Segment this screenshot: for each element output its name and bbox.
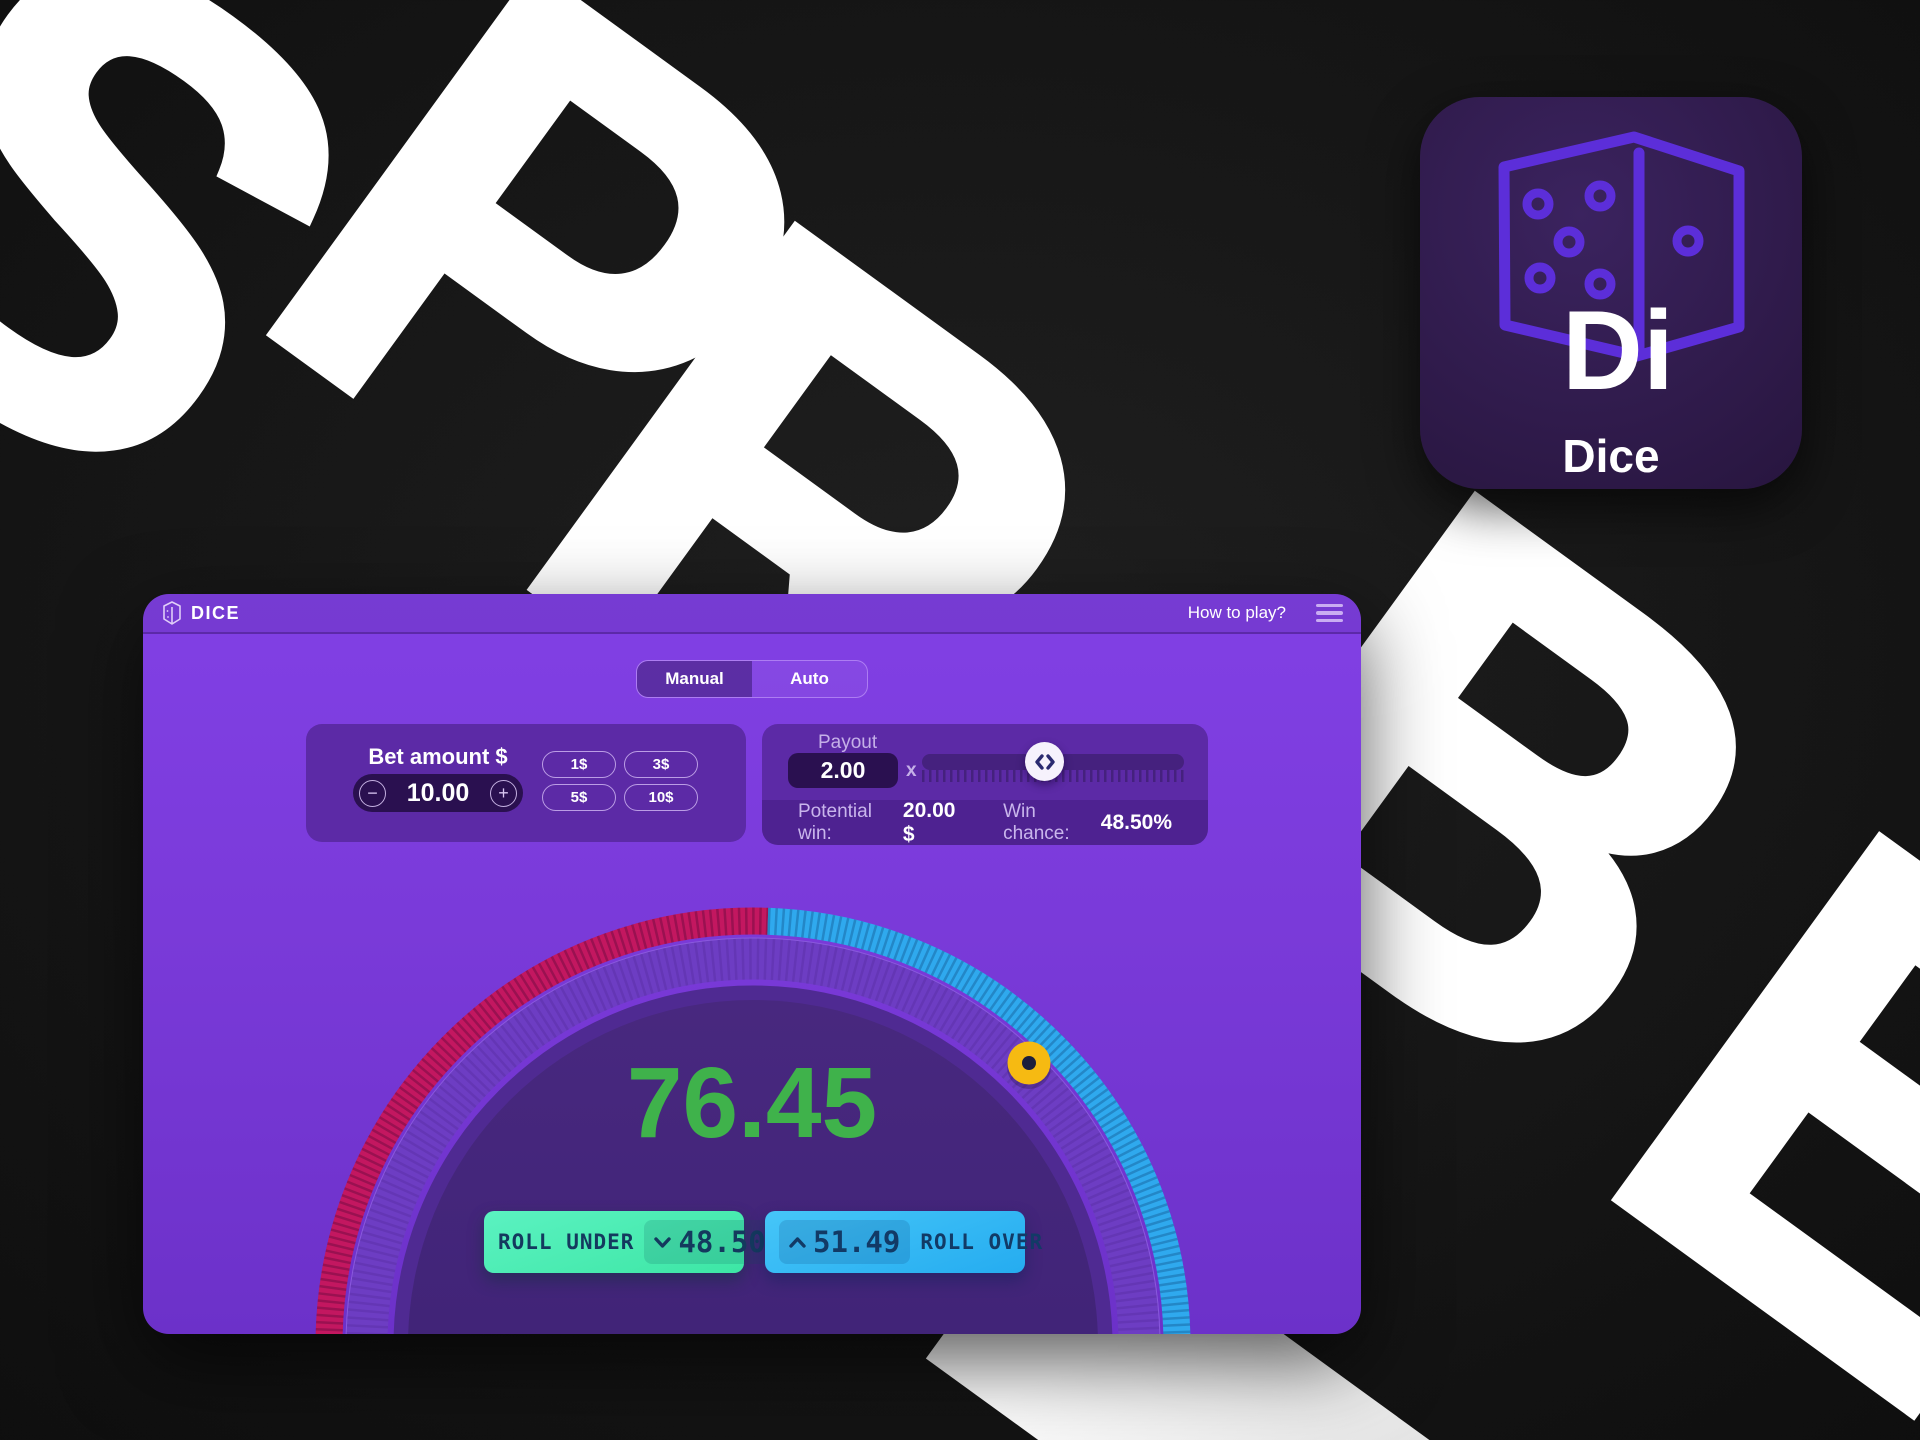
chip-10[interactable]: 10$: [624, 784, 698, 811]
bet-decrease-button[interactable]: −: [359, 779, 386, 807]
potential-win-label: Potential win:: [798, 800, 872, 844]
dice-logo-icon: [163, 601, 181, 625]
multiplier-sign: x: [906, 760, 917, 781]
dice-cube-icon: [1498, 131, 1745, 362]
roll-over-value-box[interactable]: 51.49: [779, 1220, 911, 1264]
bet-panel: Bet amount $ − 10.00 + 1$ 3$ 5$ 10$: [306, 724, 746, 842]
chevron-up-icon: [789, 1236, 806, 1248]
mode-tabs: Manual Auto: [636, 660, 868, 698]
window-header: DICE How to play?: [143, 594, 1361, 634]
chip-5[interactable]: 5$: [542, 784, 616, 811]
payout-slider-thumb[interactable]: [1025, 742, 1064, 781]
bet-amount-label: Bet amount $: [368, 744, 508, 769]
gauge-arc-over-texture: [767, 907, 1191, 1334]
potential-win-value: 20.00 $: [902, 798, 956, 846]
result-marker-dot: [1022, 1056, 1036, 1070]
page-title: DICE: [191, 602, 241, 623]
payout-input[interactable]: 2.00: [788, 753, 898, 788]
roll-result: 76.45: [626, 1047, 878, 1159]
roll-under-value-box[interactable]: 48.50: [644, 1220, 776, 1264]
roll-under-value: 48.50: [678, 1225, 766, 1259]
quick-bet-chips: 1$ 3$ 5$ 10$: [542, 751, 698, 811]
payout-info-strip: Potential win: 20.00 $ Win chance: 48.50…: [762, 798, 1208, 846]
roll-under-button[interactable]: ROLL UNDER 48.50: [484, 1211, 776, 1273]
chevron-down-icon: [654, 1236, 672, 1248]
bet-increase-button[interactable]: +: [490, 779, 517, 807]
dice-game-window: DICE How to play? Manual Auto Bet amount…: [143, 594, 1361, 1334]
dice-app-icon: Di Dice: [1420, 97, 1802, 489]
how-to-play-link[interactable]: How to play?: [1187, 603, 1286, 622]
roll-over-value: 51.49: [813, 1225, 901, 1259]
gauge-band: [346, 938, 1160, 1334]
menu-icon[interactable]: [1316, 603, 1343, 623]
roll-over-label: ROLL OVER: [920, 1230, 1044, 1254]
roll-under-label: ROLL UNDER: [498, 1230, 635, 1254]
payout-label: Payout: [818, 732, 878, 753]
app-icon-monogram: Di: [1562, 288, 1674, 413]
win-chance-label: Win chance:: [1003, 800, 1070, 844]
payout-panel: Payout 2.00 x Potential win: 20.00 $ Win…: [762, 724, 1208, 846]
app-icon-name: Dice: [1562, 430, 1660, 482]
win-chance-value: 48.50%: [1100, 810, 1172, 834]
gauge-arc-under: [315, 907, 769, 1334]
bet-amount-value[interactable]: 10.00: [406, 778, 470, 807]
chip-3[interactable]: 3$: [624, 751, 698, 778]
bet-amount-input[interactable]: − 10.00 +: [353, 774, 523, 812]
roll-over-button[interactable]: 51.49 ROLL OVER: [765, 1211, 1042, 1273]
tab-manual[interactable]: Manual: [637, 661, 752, 697]
gauge-rim: [393, 985, 1113, 1334]
chip-1[interactable]: 1$: [542, 751, 616, 778]
tab-auto[interactable]: Auto: [790, 669, 829, 688]
gauge-arc-over: [767, 907, 1191, 1334]
slider-chevrons-icon: [1034, 753, 1055, 770]
